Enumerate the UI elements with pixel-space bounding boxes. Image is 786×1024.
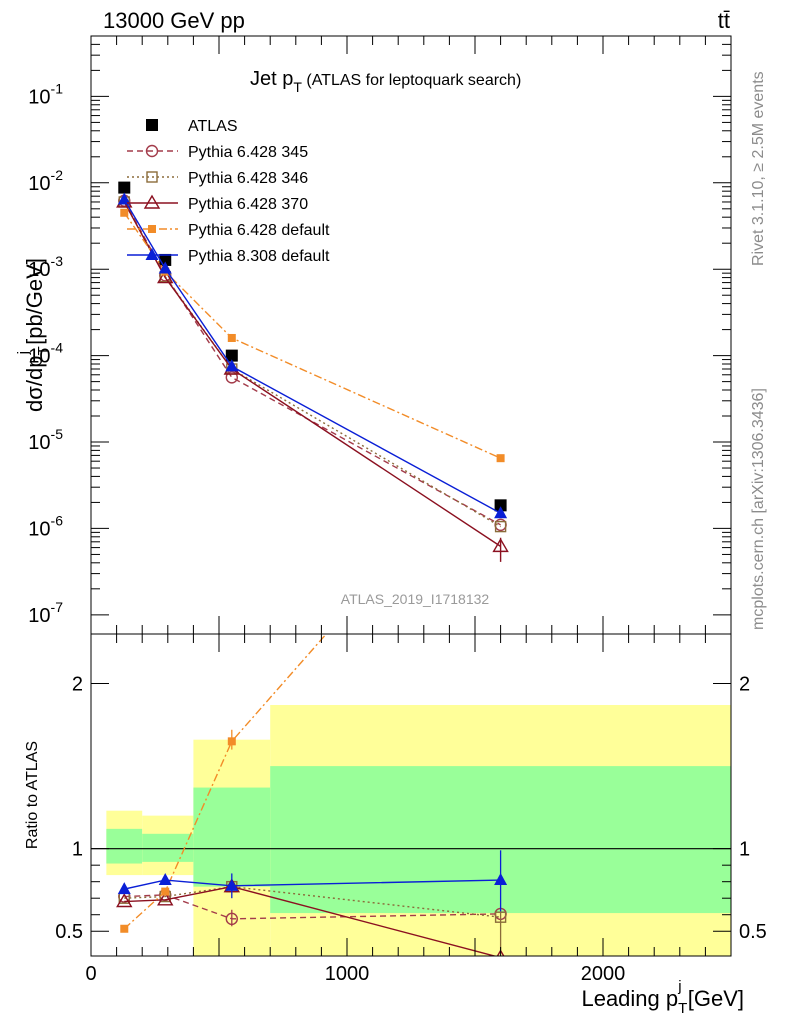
series-line xyxy=(123,212,501,459)
data-point xyxy=(120,208,129,217)
ratio-series-line xyxy=(124,879,501,890)
data-point xyxy=(494,520,507,533)
ratio-data-point xyxy=(120,924,129,933)
ratio-data-point xyxy=(117,882,131,895)
ratio-data-point xyxy=(157,891,174,906)
ratio-series-line xyxy=(124,885,501,918)
legend-marker xyxy=(146,119,158,131)
ratio-y-tick-label: 2 xyxy=(72,674,83,696)
legend-entry: Pythia 8.308 default xyxy=(188,248,330,265)
data-point xyxy=(227,333,236,342)
data-point xyxy=(118,181,131,194)
ratio-series-layer xyxy=(116,432,508,956)
x-tick-label: 1000 xyxy=(325,963,370,985)
ratio-series-line xyxy=(124,885,498,956)
y-tick-label: 10-2 xyxy=(28,167,63,195)
x-tick-label: 2000 xyxy=(581,963,626,985)
series-line xyxy=(123,201,501,547)
y-tick-label: 10-1 xyxy=(28,80,63,108)
data-point xyxy=(494,499,507,512)
y-tick-label: 10-7 xyxy=(28,599,63,627)
legend-marker xyxy=(146,171,158,183)
main-y-axis-label: dσ/dpTj [pb/GeV] xyxy=(15,258,52,412)
y-tick-label: 10-4 xyxy=(28,340,63,368)
data-point xyxy=(225,349,238,362)
main-axes: 10-7 10-6 10-5 10-4 10-3 10-2 10-1 xyxy=(28,35,732,634)
series-line xyxy=(123,199,501,514)
data-point xyxy=(494,506,508,519)
data-point xyxy=(496,454,505,463)
analysis-id-label: ATLAS_2019_I1718132 xyxy=(341,591,490,607)
process-label: tt̄ xyxy=(718,8,730,33)
mcplots-label: mcplots.cern.ch [arXiv:1306.3436] xyxy=(750,388,767,630)
ratio-y-axis-label: Ratio to ATLAS xyxy=(24,741,41,849)
ratio-y-tick-label-right: 0.5 xyxy=(739,921,767,943)
legend-marker xyxy=(148,225,156,233)
uncertainty-band-stat xyxy=(106,828,143,864)
main-frame xyxy=(90,35,732,635)
x-tick-label: 0 xyxy=(85,963,96,985)
main-panel xyxy=(90,35,732,635)
ratio-bands xyxy=(91,705,731,956)
y-tick-label: 10-3 xyxy=(28,253,63,281)
x-axis-label: Leading pTj [GeV] xyxy=(581,978,744,1017)
legend: ATLAS Pythia 6.428 345 Pythia 6.428 346 Pyt… xyxy=(127,118,330,265)
legend-marker xyxy=(145,144,159,158)
ratio-data-point xyxy=(497,432,505,440)
ratio-data-point xyxy=(116,893,133,908)
ratio-series-line xyxy=(124,894,501,920)
y-tick-label: 10-5 xyxy=(28,426,63,454)
ratio-data-point xyxy=(161,887,170,896)
main-series-layer xyxy=(116,181,509,562)
ratio-y-tick-label-right: 1 xyxy=(739,839,750,861)
data-point xyxy=(157,269,174,284)
ratio-frame xyxy=(90,633,732,957)
uncertainty-band-stat xyxy=(193,787,271,887)
legend-entry: ATLAS xyxy=(188,118,238,135)
ratio-axes: 0.5 0.5 1 1 2 2 0 1000 2000 xyxy=(55,633,767,985)
data-point xyxy=(225,371,239,384)
ratio-series-line xyxy=(123,634,328,930)
ratio-y-tick-label-right: 2 xyxy=(739,674,750,696)
y-tick-label: 10-6 xyxy=(28,512,63,540)
legend-marker xyxy=(143,194,161,209)
uncertainty-band-stat xyxy=(142,833,194,862)
data-point xyxy=(117,192,131,205)
rivet-version-label: Rivet 3.1.10, ≥ 2.5M events xyxy=(750,71,767,266)
ratio-y-tick-label: 1 xyxy=(72,839,83,861)
ratio-y-tick-label: 0.5 xyxy=(55,921,83,943)
legend-entry: Pythia 6.428 346 xyxy=(188,170,308,187)
data-point xyxy=(225,359,239,372)
legend-entry: Pythia 6.428 370 xyxy=(188,196,308,213)
legend-marker xyxy=(145,248,159,260)
energy-label: 13000 GeV pp xyxy=(103,8,245,33)
chart-title: Jet pT (ATLAS for leptoquark search) xyxy=(250,68,521,95)
legend-entry: Pythia 6.428 345 xyxy=(188,144,308,161)
data-point xyxy=(158,261,172,274)
legend-entry: Pythia 6.428 default xyxy=(188,222,330,239)
